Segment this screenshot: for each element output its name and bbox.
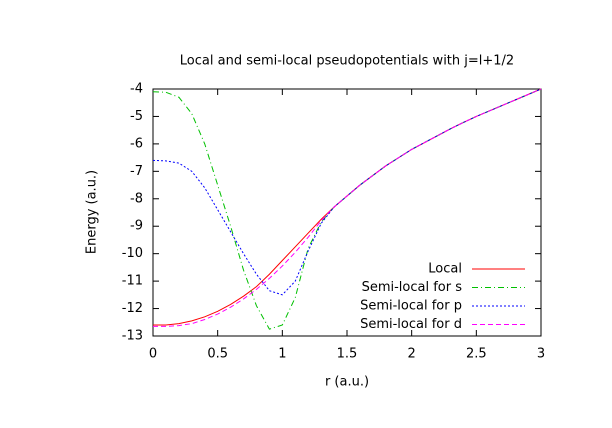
x-tick-label: 0.5: [207, 347, 228, 362]
chart-title: Local and semi-local pseudopotentials wi…: [180, 54, 514, 69]
y-tick-label: -6: [130, 136, 143, 151]
series-line: [152, 88, 542, 330]
y-tick-label: -13: [122, 329, 143, 344]
legend-label: Local: [428, 262, 462, 277]
y-tick-label: -11: [122, 274, 143, 289]
y-tick-label: -5: [130, 109, 143, 124]
legend-label: Semi-local for p: [360, 299, 462, 314]
series-line: [153, 88, 542, 327]
x-tick-label: 1: [278, 347, 286, 362]
x-tick-label: 1.5: [337, 347, 358, 362]
x-tick-label: 3: [537, 347, 545, 362]
y-axis-label: Energy (a.u.): [85, 170, 100, 254]
plot-frame: [152, 88, 542, 337]
y-tick-label: -9: [130, 219, 143, 234]
y-tick-label: -7: [130, 164, 143, 179]
legend-label: Semi-local for s: [362, 280, 463, 295]
y-tick-label: -8: [130, 191, 143, 206]
y-tick-label: -10: [122, 246, 143, 261]
series-line: [152, 88, 542, 296]
x-tick-label: 2: [408, 347, 416, 362]
y-tick-label: -12: [122, 301, 143, 316]
legend-label: Semi-local for d: [360, 317, 462, 332]
series-line: [153, 88, 542, 326]
y-tick-label: -4: [130, 82, 143, 97]
x-axis-label: r (a.u.): [325, 375, 369, 390]
x-tick-label: 0: [149, 347, 157, 362]
x-tick-label: 2.5: [466, 347, 487, 362]
